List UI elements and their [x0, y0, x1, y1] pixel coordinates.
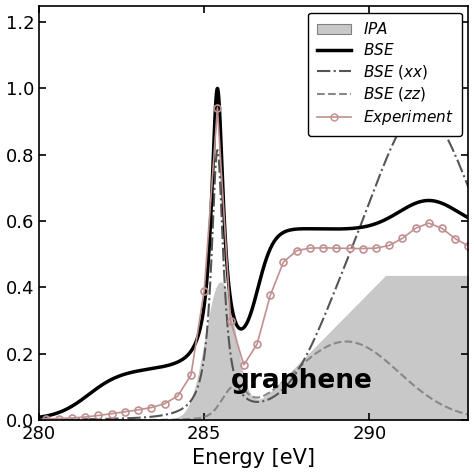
- X-axis label: Energy [eV]: Energy [eV]: [192, 448, 315, 468]
- Legend: $\mathit{IPA}$, $\mathit{BSE}$, $\mathit{BSE\ (xx)}$, $\mathit{BSE\ (zz)}$, $\ma: $\mathit{IPA}$, $\mathit{BSE}$, $\mathit…: [309, 12, 462, 136]
- Text: graphene: graphene: [231, 367, 373, 393]
